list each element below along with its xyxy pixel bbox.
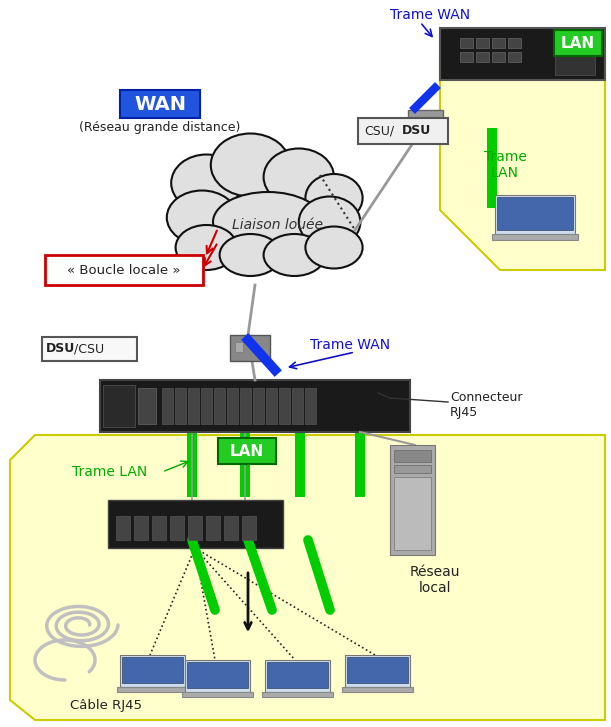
Bar (394, 477, 431, 550)
Ellipse shape (263, 148, 334, 206)
Bar (408, 110, 443, 140)
Bar (253, 388, 264, 424)
Bar (267, 662, 328, 688)
Bar (460, 52, 473, 62)
Bar (555, 33, 595, 75)
Bar (497, 197, 573, 230)
Bar (476, 38, 489, 48)
Bar (120, 655, 185, 686)
Bar (206, 516, 220, 540)
Text: Trame WAN: Trame WAN (310, 338, 390, 352)
Bar (292, 388, 303, 424)
Bar (201, 388, 212, 424)
Bar (342, 686, 413, 692)
Bar (305, 388, 316, 424)
Bar (487, 128, 497, 208)
Bar (214, 388, 225, 424)
Bar (218, 438, 276, 464)
Text: DSU: DSU (46, 342, 75, 356)
Bar (103, 385, 135, 427)
Bar (460, 38, 473, 48)
Polygon shape (440, 60, 605, 270)
Bar (187, 432, 197, 497)
Bar (295, 432, 305, 497)
Bar (170, 516, 184, 540)
Bar (394, 450, 431, 462)
Bar (175, 388, 186, 424)
Bar (230, 335, 270, 361)
Ellipse shape (299, 196, 360, 247)
Bar (345, 655, 410, 686)
Text: Liaison louée: Liaison louée (233, 218, 323, 232)
Bar (508, 52, 521, 62)
Bar (100, 380, 410, 432)
Bar (440, 28, 605, 80)
Bar (227, 388, 238, 424)
Bar (235, 342, 243, 352)
Ellipse shape (306, 174, 362, 222)
Ellipse shape (175, 225, 237, 270)
Bar (108, 500, 283, 548)
Text: Connecteur
RJ45: Connecteur RJ45 (450, 391, 522, 419)
Text: LAN: LAN (561, 36, 595, 50)
Bar (495, 195, 575, 233)
Bar (116, 516, 130, 540)
Text: DSU: DSU (402, 124, 431, 137)
Bar (120, 90, 200, 118)
Bar (266, 388, 277, 424)
Text: Trame LAN: Trame LAN (72, 465, 147, 479)
Ellipse shape (263, 234, 325, 276)
Text: CSU/: CSU/ (364, 124, 394, 137)
Bar (508, 38, 521, 48)
Bar (117, 686, 188, 692)
Text: LAN: LAN (230, 443, 264, 459)
Bar (355, 432, 365, 497)
Text: Câble RJ45: Câble RJ45 (70, 699, 142, 712)
Bar (492, 38, 505, 48)
Ellipse shape (171, 155, 241, 212)
Ellipse shape (213, 192, 323, 252)
Bar (390, 445, 435, 555)
Bar (347, 657, 408, 683)
Bar (476, 52, 489, 62)
Bar (188, 388, 199, 424)
Bar (554, 30, 602, 56)
Bar (122, 657, 183, 683)
Bar (162, 388, 173, 424)
Bar (240, 432, 250, 497)
Text: (Réseau grande distance): (Réseau grande distance) (79, 121, 241, 134)
Bar (185, 660, 250, 691)
Bar (187, 662, 248, 688)
Text: /CSU: /CSU (74, 342, 104, 356)
Ellipse shape (167, 190, 237, 244)
Bar (152, 516, 166, 540)
Polygon shape (10, 435, 605, 720)
Ellipse shape (211, 134, 290, 196)
Text: Réseau
local: Réseau local (410, 565, 460, 595)
Bar (265, 660, 330, 691)
Bar (262, 691, 333, 697)
Bar (224, 516, 238, 540)
Bar (240, 388, 251, 424)
Bar (182, 691, 253, 697)
Text: Trame WAN: Trame WAN (390, 8, 470, 22)
Bar (42, 337, 137, 361)
Bar (358, 118, 448, 144)
Text: « Boucle locale »: « Boucle locale » (67, 263, 181, 276)
Bar (492, 233, 578, 240)
Bar (138, 388, 156, 424)
Text: Trame
LAN: Trame LAN (483, 150, 527, 180)
Bar (394, 465, 431, 473)
Bar (242, 516, 256, 540)
Ellipse shape (219, 234, 281, 276)
Ellipse shape (306, 227, 362, 268)
Bar (45, 255, 203, 285)
Bar (188, 516, 202, 540)
Bar (279, 388, 290, 424)
Bar (134, 516, 148, 540)
Text: WAN: WAN (134, 95, 186, 113)
Bar (492, 52, 505, 62)
